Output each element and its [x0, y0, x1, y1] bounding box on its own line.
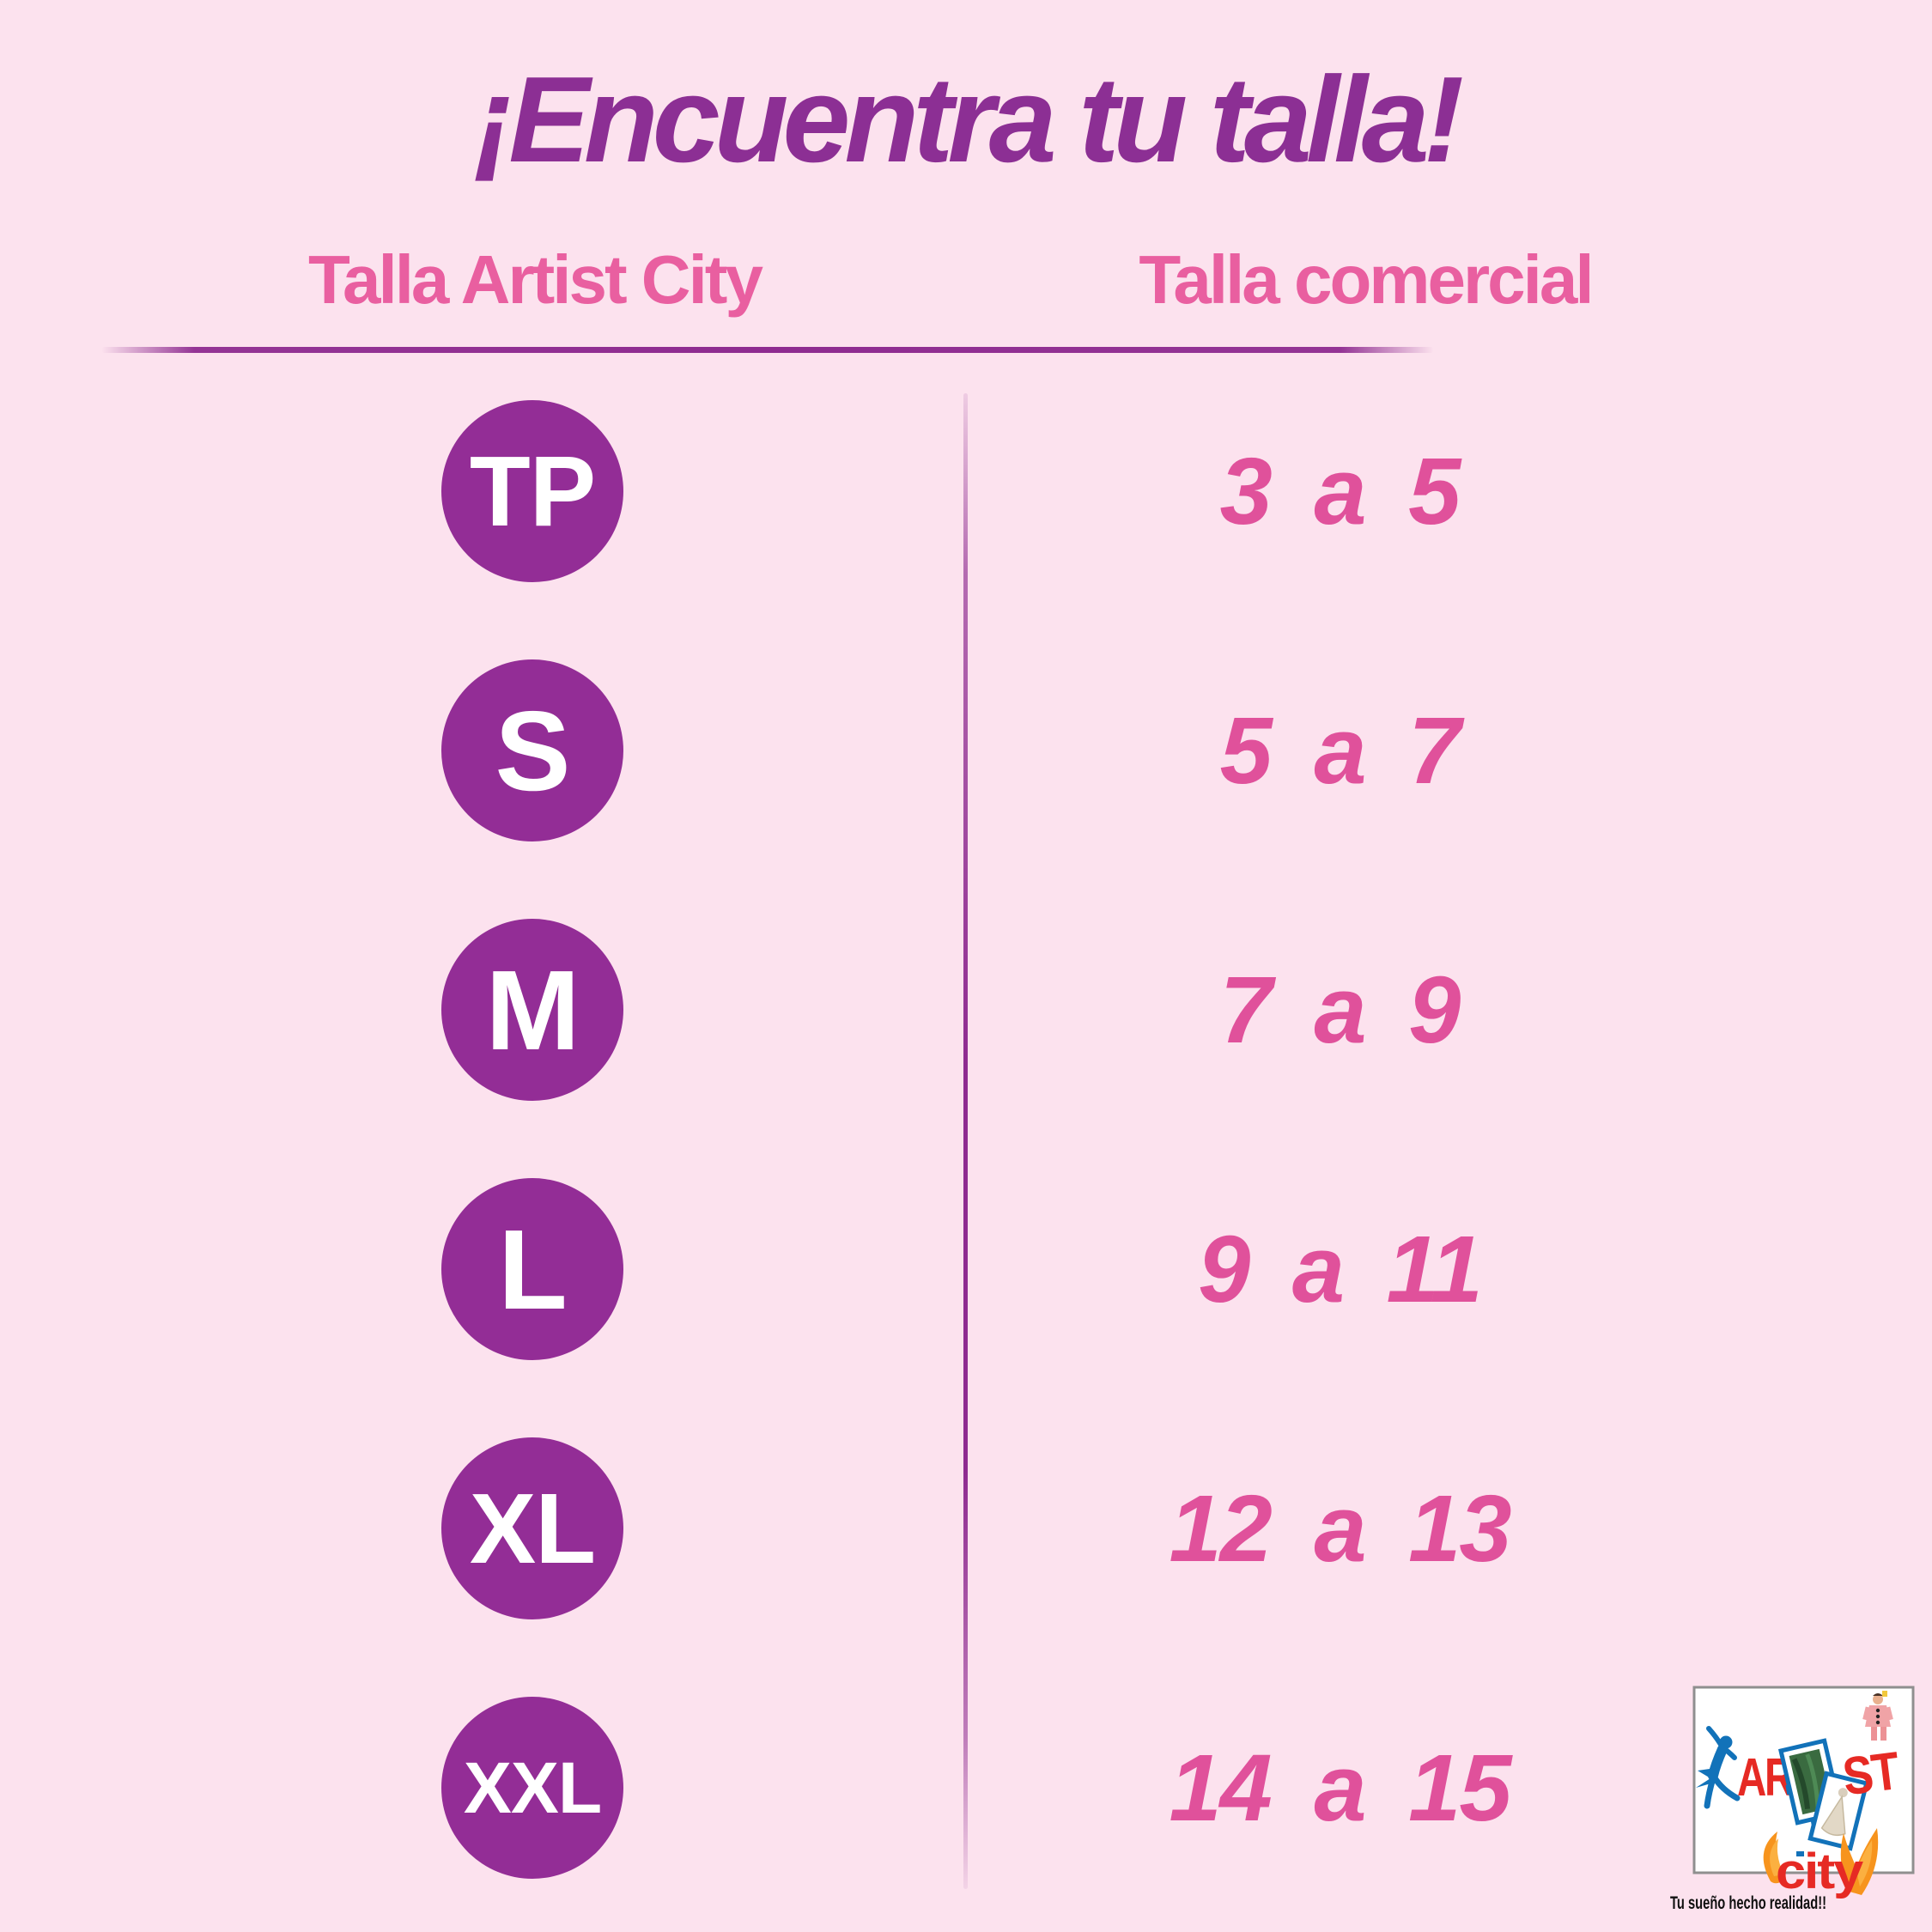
size-badge-label: M: [485, 946, 580, 1073]
size-badge-label: XL: [469, 1473, 596, 1584]
size-badge-label: L: [498, 1206, 568, 1333]
size-badge: M: [441, 919, 623, 1101]
size-badge: TP: [441, 400, 623, 582]
page-title: ¡Encuentra tu talla!: [473, 52, 1464, 188]
size-badge-label: XXL: [463, 1747, 602, 1828]
clown-icon: [1862, 1691, 1893, 1741]
orange-swoosh-right: [1840, 1828, 1879, 1895]
size-badge: L: [441, 1178, 623, 1360]
horizontal-divider: [101, 347, 1434, 353]
commercial-size-value: 14 a 15: [1169, 1735, 1511, 1841]
vertical-divider: [963, 393, 968, 1889]
size-badge: S: [441, 659, 623, 841]
commercial-size-value: 7 a 9: [1219, 957, 1461, 1063]
commercial-size-value: 12 a 13: [1169, 1475, 1511, 1582]
column-header-artist-city: Talla Artist City: [308, 241, 763, 318]
size-badge: XL: [441, 1437, 623, 1619]
city-i-dot-accent: [1796, 1851, 1804, 1856]
commercial-size-value: 9 a 11: [1198, 1216, 1483, 1322]
commercial-size-value: 5 a 7: [1219, 697, 1461, 804]
artist-city-logo-graphic: AR T ST: [1670, 1686, 1915, 1913]
commercial-size-value: 3 a 5: [1219, 438, 1461, 544]
orange-swoosh-left: [1763, 1832, 1786, 1884]
logo-word-st: ST: [1839, 1741, 1903, 1807]
logo-word-city: city: [1776, 1844, 1863, 1899]
size-badge-label: S: [495, 687, 570, 814]
dancer-icon: [1696, 1726, 1741, 1809]
logo-tagline: Tu sueño hecho realidad!!: [1670, 1893, 1826, 1913]
artist-city-logo: AR T ST: [1666, 1686, 1932, 1932]
size-badge: XXL: [441, 1697, 623, 1879]
column-header-comercial: Talla comercial: [1139, 241, 1594, 318]
size-badge-label: TP: [469, 435, 596, 547]
logo-photo-tile-2: [1807, 1771, 1869, 1851]
